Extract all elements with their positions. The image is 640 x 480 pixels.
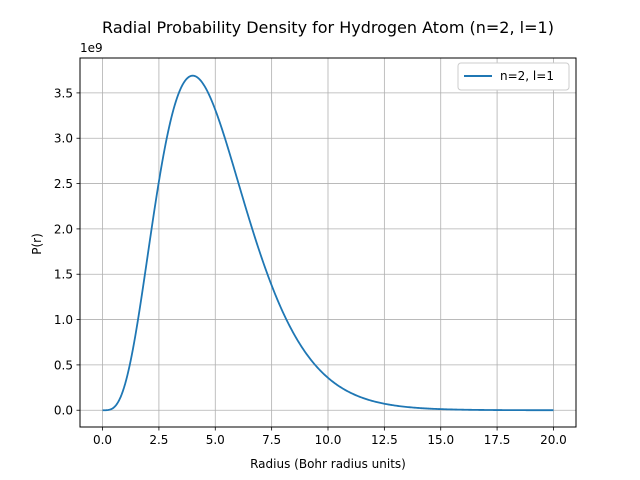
x-tick-label: 17.5: [484, 433, 511, 447]
y-tick-label: 0.5: [54, 358, 73, 372]
y-tick-label: 2.5: [54, 177, 73, 191]
y-tick-label: 1.5: [54, 268, 73, 282]
x-tick-label: 10.0: [315, 433, 342, 447]
series-line: [102, 74, 554, 412]
y-axis-label: P(r): [30, 233, 44, 255]
x-tick-label: 15.0: [427, 433, 454, 447]
x-axis-label: Radius (Bohr radius units): [250, 457, 406, 471]
legend-label: n=2, l=1: [500, 69, 554, 83]
y-offset-label: 1e9: [80, 41, 103, 55]
x-tick-label: 5.0: [206, 433, 225, 447]
x-tick-label: 20.0: [540, 433, 567, 447]
series-layer: [102, 74, 554, 412]
y-tick-label: 3.0: [54, 132, 73, 146]
x-tick-label: 12.5: [371, 433, 398, 447]
y-tick-label: 1.0: [54, 313, 73, 327]
y-axis-ticks: 0.0 0.5 1.0 1.5 2.0 2.5 3.0 3.5: [54, 86, 80, 418]
y-tick-label: 0.0: [54, 404, 73, 418]
legend-box: [457, 62, 570, 91]
chart-title: Radial Probability Density for Hydrogen …: [102, 18, 554, 37]
x-tick-label: 7.5: [262, 433, 281, 447]
legend: n=2, l=1: [457, 62, 570, 91]
x-tick-label: 2.5: [149, 433, 168, 447]
x-tick-label: 0.0: [93, 433, 112, 447]
y-tick-label: 3.5: [54, 86, 73, 100]
x-axis-ticks: 0.0 2.5 5.0 7.5 10.0 12.5 15.0 17.5 20.0: [93, 427, 567, 447]
y-tick-label: 2.0: [54, 222, 73, 236]
